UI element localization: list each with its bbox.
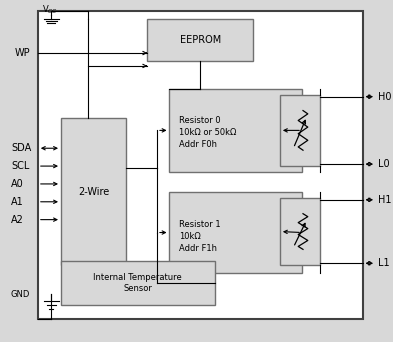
Bar bbox=[280, 198, 320, 265]
Bar bbox=[169, 89, 302, 172]
Text: H1: H1 bbox=[378, 195, 391, 205]
Bar bbox=[147, 19, 253, 61]
Text: 10kΩ: 10kΩ bbox=[179, 232, 201, 241]
Text: 2-Wire: 2-Wire bbox=[78, 187, 109, 197]
Text: GND: GND bbox=[11, 290, 30, 299]
Text: EEPROM: EEPROM bbox=[180, 35, 221, 45]
Text: Addr F0h: Addr F0h bbox=[179, 140, 217, 149]
Bar bbox=[61, 261, 215, 305]
Text: A2: A2 bbox=[11, 215, 24, 225]
Text: A1: A1 bbox=[11, 197, 24, 207]
Bar bbox=[61, 118, 126, 265]
Text: L1: L1 bbox=[378, 258, 389, 268]
Text: A0: A0 bbox=[11, 179, 24, 189]
Text: Resistor 1: Resistor 1 bbox=[179, 220, 221, 229]
Text: SDA: SDA bbox=[11, 143, 31, 153]
Bar bbox=[169, 192, 302, 273]
Bar bbox=[280, 95, 320, 166]
Bar bbox=[38, 11, 363, 319]
Text: Resistor 0: Resistor 0 bbox=[179, 116, 221, 125]
Text: L0: L0 bbox=[378, 159, 389, 169]
Text: Addr F1h: Addr F1h bbox=[179, 244, 217, 253]
Text: Internal Temperature
Sensor: Internal Temperature Sensor bbox=[94, 273, 182, 293]
Text: SCL: SCL bbox=[11, 161, 29, 171]
Text: V$_{CC}$: V$_{CC}$ bbox=[42, 3, 58, 16]
Text: WP: WP bbox=[15, 48, 31, 58]
Text: H0: H0 bbox=[378, 92, 391, 102]
Text: 10kΩ or 50kΩ: 10kΩ or 50kΩ bbox=[179, 128, 237, 137]
